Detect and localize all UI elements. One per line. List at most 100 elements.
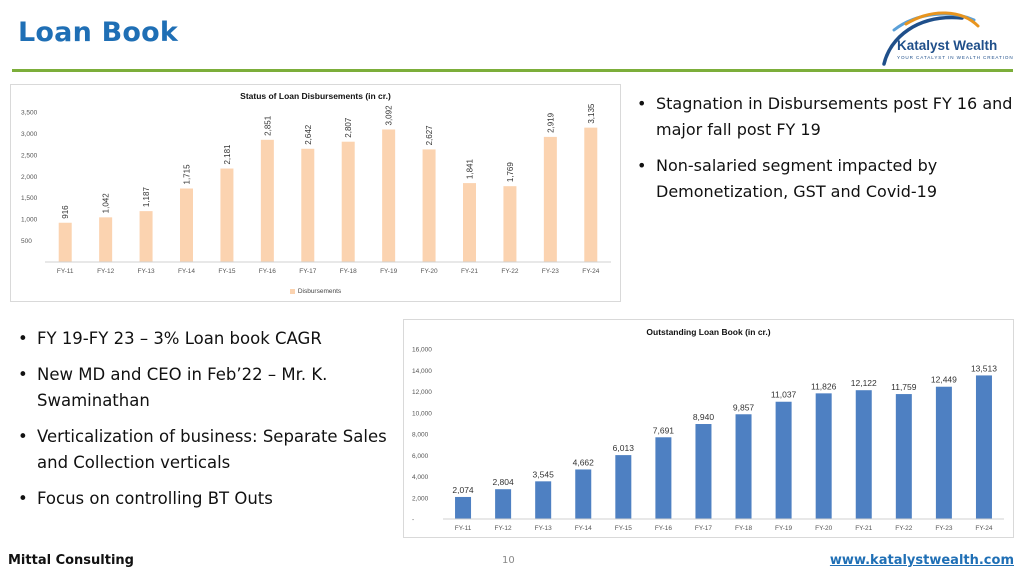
x-tick-label: FY-16 bbox=[259, 268, 276, 275]
x-tick-label: FY-12 bbox=[97, 268, 114, 275]
data-label: 11,826 bbox=[811, 381, 837, 391]
bar bbox=[895, 394, 912, 519]
bar bbox=[503, 186, 517, 262]
bar bbox=[575, 469, 592, 519]
bar bbox=[455, 496, 472, 519]
data-label: 12,122 bbox=[851, 378, 877, 388]
data-label: 2,642 bbox=[304, 124, 313, 145]
y-tick-label: 14,000 bbox=[412, 368, 432, 375]
data-label: 11,037 bbox=[771, 390, 797, 400]
title-divider bbox=[12, 69, 1013, 72]
y-tick-label: 16,000 bbox=[412, 347, 432, 354]
data-label: 1,769 bbox=[506, 162, 515, 183]
bar bbox=[855, 390, 872, 519]
data-label: 12,449 bbox=[931, 375, 957, 385]
bar bbox=[422, 149, 436, 262]
disbursements-chart: Status of Loan Disbursements (in cr.) 50… bbox=[10, 84, 621, 302]
disbursements-chart-title: Status of Loan Disbursements (in cr.) bbox=[240, 91, 391, 101]
y-tick-label: 3,000 bbox=[21, 131, 38, 138]
data-label: 8,940 bbox=[693, 412, 715, 422]
data-label: 9,857 bbox=[733, 402, 755, 412]
bar bbox=[615, 455, 632, 519]
x-tick-label: FY-13 bbox=[138, 268, 155, 275]
data-label: 2,181 bbox=[223, 144, 232, 165]
bar bbox=[815, 393, 832, 519]
y-tick-label: 6,000 bbox=[412, 453, 429, 460]
x-tick-label: FY-11 bbox=[455, 525, 472, 532]
data-label: 916 bbox=[61, 205, 70, 219]
data-label: 3,135 bbox=[587, 103, 596, 124]
bar bbox=[220, 168, 234, 262]
bar bbox=[180, 188, 193, 262]
x-tick-label: FY-20 bbox=[421, 268, 438, 275]
data-label: 1,042 bbox=[102, 193, 111, 214]
logo-tagline: YOUR CATALYST IN WEALTH CREATION bbox=[897, 55, 1014, 60]
x-tick-label: FY-19 bbox=[380, 268, 397, 275]
data-label: 4,662 bbox=[573, 457, 595, 467]
data-label: 11,759 bbox=[891, 382, 917, 392]
loan-book-chart-plot: - 2,000 4,000 6,000 8,000 10,000 12,000 14,000 1… bbox=[412, 347, 1004, 532]
y-tick-label: 1,500 bbox=[21, 195, 38, 202]
x-tick-label: FY-24 bbox=[582, 268, 599, 275]
x-tick-label: FY-17 bbox=[695, 525, 712, 532]
y-tick-label: 2,500 bbox=[21, 152, 38, 159]
x-tick-label: FY-19 bbox=[775, 525, 792, 532]
page-number: 10 bbox=[502, 555, 515, 566]
y-tick-label: 8,000 bbox=[412, 432, 429, 439]
data-label: 3,545 bbox=[533, 469, 555, 479]
data-label: 2,919 bbox=[546, 112, 555, 133]
data-label: 2,807 bbox=[344, 117, 353, 138]
loan-book-chart-title: Outstanding Loan Book (in cr.) bbox=[646, 327, 771, 337]
bar bbox=[341, 141, 355, 262]
loan-book-notes: FY 19-FY 23 – 3% Loan book CAGR New MD a… bbox=[18, 326, 388, 522]
note-item: FY 19-FY 23 – 3% Loan book CAGR bbox=[18, 326, 388, 352]
note-item: Stagnation in Disbursements post FY 16 a… bbox=[637, 91, 1015, 143]
bar bbox=[495, 489, 512, 519]
footer-company: Mittal Consulting bbox=[8, 553, 134, 568]
bar bbox=[584, 127, 598, 262]
note-item: New MD and CEO in Feb’22 – Mr. K. Swamin… bbox=[18, 362, 388, 414]
legend-label: Disbursements bbox=[297, 288, 342, 295]
bar bbox=[382, 129, 396, 262]
x-tick-label: FY-18 bbox=[340, 268, 357, 275]
bar bbox=[695, 424, 712, 519]
legend-swatch bbox=[289, 288, 295, 294]
x-tick-label: FY-14 bbox=[178, 268, 195, 275]
data-label: 7,691 bbox=[653, 425, 675, 435]
y-tick-label: 10,000 bbox=[412, 410, 432, 417]
disbursements-legend: Disbursements bbox=[11, 288, 620, 295]
x-tick-label: FY-22 bbox=[501, 268, 518, 275]
footer-website-link[interactable]: www.katalystwealth.com bbox=[829, 553, 1014, 568]
bar bbox=[775, 401, 792, 519]
bar bbox=[655, 437, 672, 519]
y-tick-label: 500 bbox=[21, 238, 32, 245]
x-tick-label: FY-13 bbox=[535, 525, 552, 532]
bar bbox=[463, 183, 476, 262]
bar bbox=[543, 136, 557, 262]
data-label: 13,513 bbox=[971, 363, 997, 373]
x-tick-label: FY-18 bbox=[735, 525, 752, 532]
bar bbox=[139, 211, 153, 262]
note-item: Focus on controlling BT Outs bbox=[18, 486, 388, 512]
y-tick-label: - bbox=[412, 517, 414, 524]
data-label: 6,013 bbox=[613, 443, 635, 453]
data-label: 1,841 bbox=[466, 159, 475, 180]
x-tick-label: FY-20 bbox=[815, 525, 832, 532]
data-label: 2,851 bbox=[263, 115, 272, 136]
disbursement-notes: Stagnation in Disbursements post FY 16 a… bbox=[637, 91, 1015, 215]
bar bbox=[935, 386, 952, 519]
bar bbox=[735, 414, 752, 519]
logo-swoosh-icon bbox=[882, 11, 980, 66]
y-tick-label: 12,000 bbox=[412, 389, 432, 396]
bar bbox=[99, 217, 113, 262]
x-tick-label: FY-21 bbox=[855, 525, 872, 532]
katalyst-wealth-logo: Katalyst Wealth YOUR CATALYST IN WEALTH … bbox=[872, 8, 1014, 66]
bar bbox=[260, 139, 274, 262]
x-tick-label: FY-14 bbox=[575, 525, 592, 532]
x-tick-label: FY-22 bbox=[895, 525, 912, 532]
loan-book-chart: Outstanding Loan Book (in cr.) - 2,000 4,0… bbox=[403, 319, 1014, 538]
x-tick-label: FY-15 bbox=[615, 525, 632, 532]
x-tick-label: FY-23 bbox=[935, 525, 952, 532]
y-tick-label: 2,000 bbox=[21, 174, 38, 181]
data-label: 1,715 bbox=[183, 164, 192, 185]
